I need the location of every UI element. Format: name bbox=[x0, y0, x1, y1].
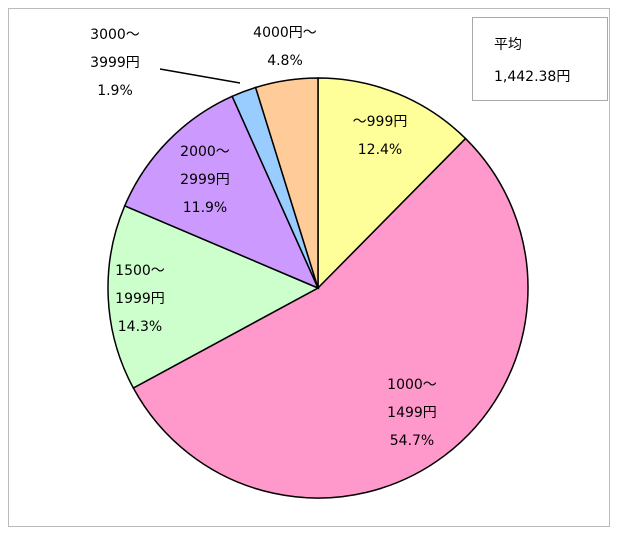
value-label: 1.9% bbox=[97, 83, 133, 99]
pie-slice bbox=[123, 95, 320, 290]
category-label: 4000円～ bbox=[253, 25, 317, 41]
pie-slice bbox=[254, 77, 319, 289]
value-label: 54.7% bbox=[390, 433, 434, 449]
pie-slice bbox=[107, 204, 320, 390]
value-label: 14.3% bbox=[118, 319, 162, 335]
value-label: 4.8% bbox=[267, 53, 303, 69]
category-label: 2000～ bbox=[180, 144, 230, 160]
category-label: 1500～ bbox=[115, 263, 165, 279]
category-label: 3999円 bbox=[90, 55, 140, 71]
annotation-text: 1,442.38円 bbox=[494, 69, 570, 85]
category-label: 1999円 bbox=[115, 291, 165, 307]
value-label: 12.4% bbox=[358, 142, 402, 158]
leader-line bbox=[159, 68, 241, 84]
pie bbox=[107, 77, 529, 499]
category-label: 1499円 bbox=[387, 405, 437, 421]
pie-slice bbox=[317, 77, 467, 290]
annotation-title: 平均 bbox=[494, 37, 522, 53]
pie-slice bbox=[132, 137, 529, 499]
value-label: 11.9% bbox=[183, 200, 227, 216]
annotation-box bbox=[472, 17, 608, 101]
category-label: 3000～ bbox=[90, 27, 140, 43]
category-label: ～999円 bbox=[353, 114, 408, 130]
category-label: 1000～ bbox=[387, 377, 437, 393]
category-label: 2999円 bbox=[180, 172, 230, 188]
